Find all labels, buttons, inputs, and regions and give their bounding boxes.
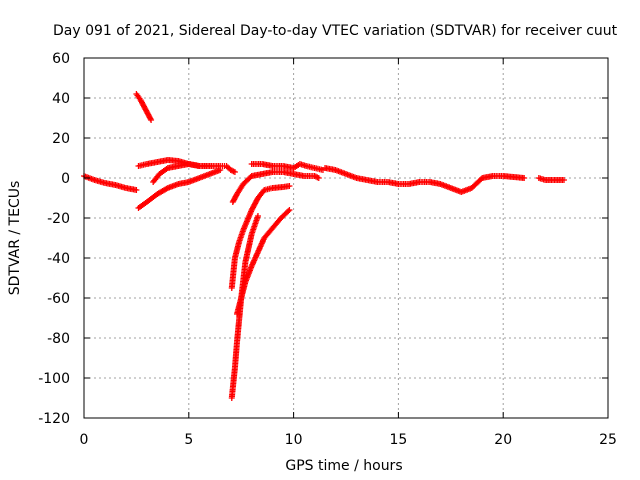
series-arc-2 (133, 91, 155, 123)
data-point-fill (285, 208, 292, 215)
series-arc-8 (228, 183, 293, 291)
y-tick-label: 20 (52, 131, 70, 147)
plot-frame (83, 57, 609, 419)
series-arc-12 (322, 165, 528, 195)
y-tick-label: -20 (47, 211, 70, 227)
data-point (286, 207, 293, 213)
y-tick-label: 0 (61, 171, 70, 187)
data-point (206, 163, 213, 169)
data-point (217, 167, 224, 173)
series-arc-11 (248, 161, 326, 173)
y-axis-label: SDTVAR / TECUs (7, 181, 23, 296)
data-point (560, 177, 567, 183)
series-arc-13 (535, 175, 567, 183)
data-point (521, 175, 528, 181)
series-arc-5 (150, 161, 213, 185)
data-points (81, 91, 567, 401)
y-tick-label: 40 (52, 91, 70, 107)
data-point (148, 117, 155, 123)
data-point (286, 183, 293, 189)
data-point-fill (147, 115, 154, 122)
y-tick-label: 60 (52, 51, 70, 67)
y-tick-label: -80 (47, 331, 70, 347)
x-tick-label: 20 (494, 432, 512, 448)
y-tick-label: -120 (38, 411, 70, 427)
data-point (133, 187, 140, 193)
series-arc-6 (219, 163, 238, 175)
x-axis-label: GPS time / hours (285, 458, 402, 474)
y-tick-label: -60 (47, 291, 70, 307)
data-point-fill (163, 185, 170, 192)
series-arc-10 (229, 169, 322, 205)
series-arc-9 (234, 207, 293, 317)
x-tick-label: 25 (599, 432, 617, 448)
data-point (315, 175, 322, 181)
chart-title: Day 091 of 2021, Sidereal Day-to-day VTE… (53, 23, 618, 39)
series-arc-4 (135, 167, 224, 211)
y-tick-label: -40 (47, 251, 70, 267)
x-tick-label: 0 (80, 432, 89, 448)
y-tick-label: -100 (38, 371, 70, 387)
data-point (254, 213, 261, 219)
x-tick-label: 15 (389, 432, 407, 448)
axis-ticks: 0 5 10 15 20 25 -120 -100 -80 -60 -40 -20 0 20 40 60 (38, 51, 617, 448)
x-tick-label: 10 (285, 432, 303, 448)
series-arc-7 (228, 213, 261, 401)
x-tick-label: 5 (184, 432, 193, 448)
data-point (231, 169, 238, 175)
grid (84, 58, 608, 418)
